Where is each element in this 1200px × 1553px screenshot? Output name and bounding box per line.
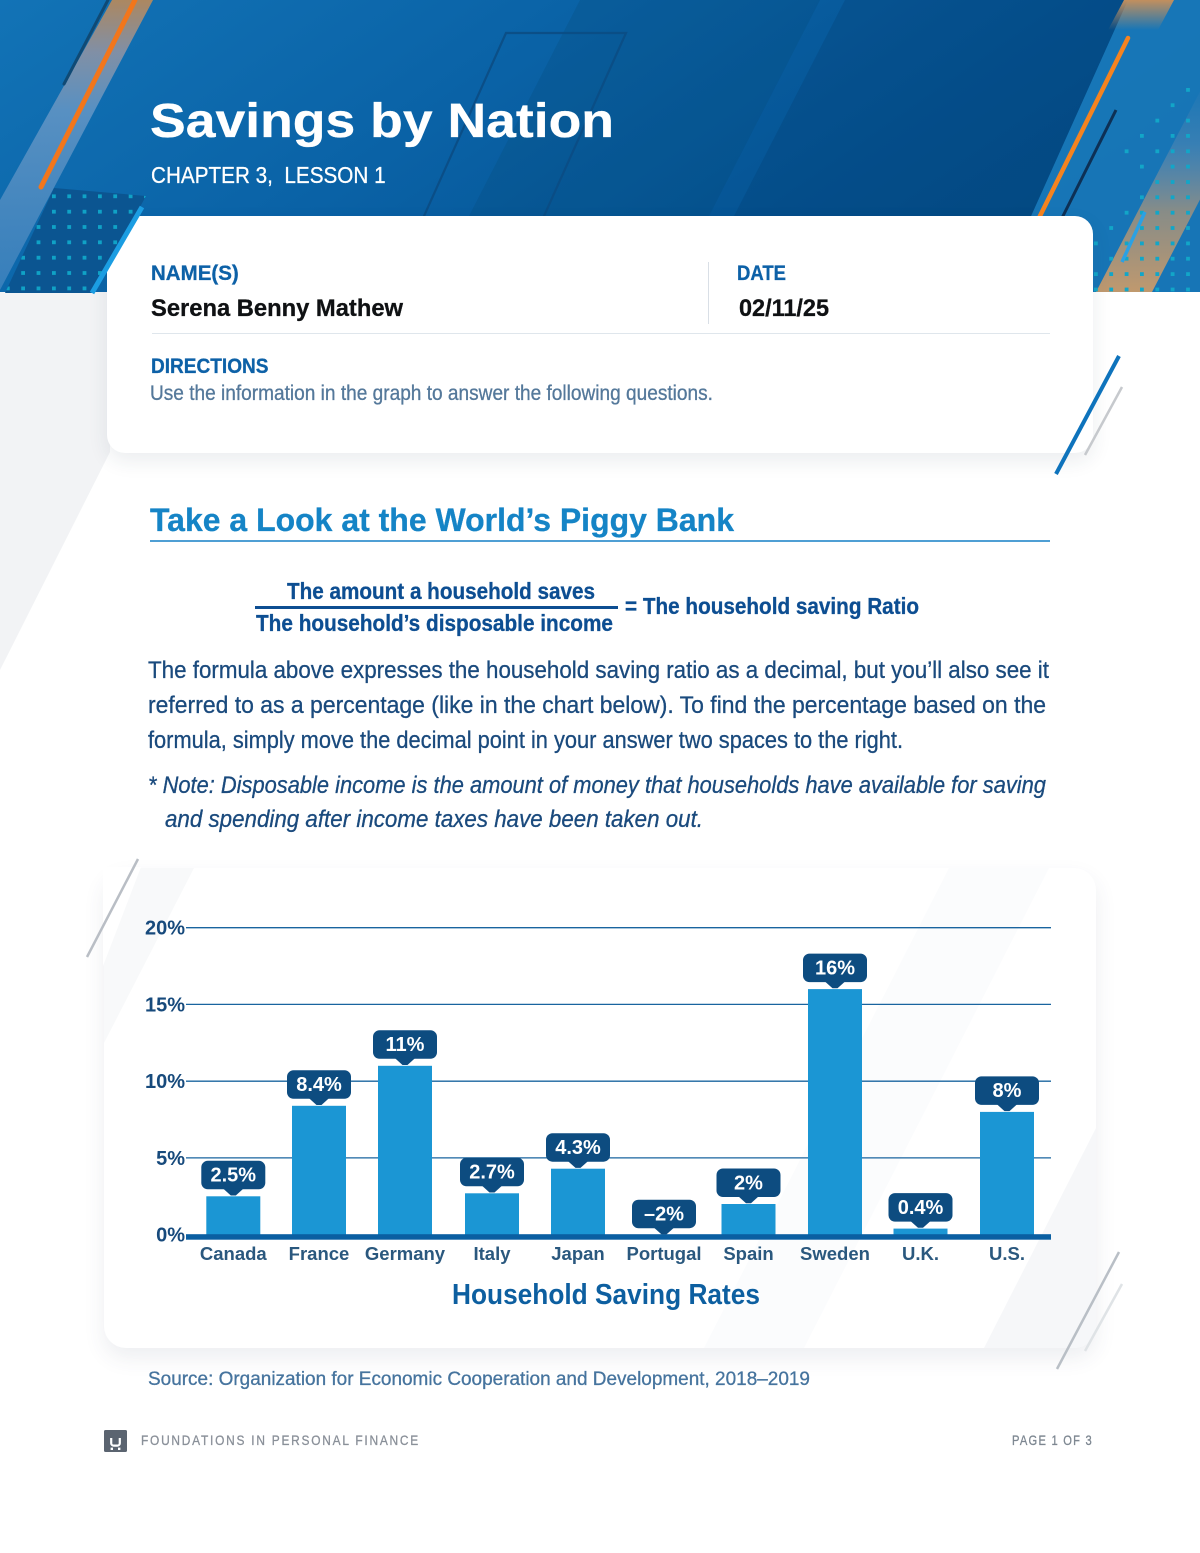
- svg-text:Japan: Japan: [551, 1243, 604, 1264]
- svg-text:Sweden: Sweden: [800, 1243, 870, 1264]
- svg-text:Canada: Canada: [200, 1243, 268, 1264]
- svg-text:–2%: –2%: [644, 1204, 684, 1226]
- svg-text:Portugal: Portugal: [626, 1243, 701, 1264]
- svg-text:0.4%: 0.4%: [898, 1197, 944, 1219]
- svg-text:Germany: Germany: [365, 1243, 446, 1264]
- svg-text:8%: 8%: [993, 1080, 1022, 1102]
- svg-text:0%: 0%: [156, 1225, 185, 1247]
- svg-text:2.5%: 2.5%: [211, 1165, 257, 1187]
- svg-text:U.K.: U.K.: [902, 1243, 939, 1264]
- svg-text:Spain: Spain: [723, 1243, 773, 1264]
- svg-text:5%: 5%: [156, 1148, 185, 1170]
- svg-text:20%: 20%: [145, 918, 185, 940]
- svg-text:2%: 2%: [734, 1172, 763, 1194]
- svg-text:4.3%: 4.3%: [555, 1137, 601, 1159]
- svg-text:2.7%: 2.7%: [469, 1162, 515, 1184]
- svg-text:Household Saving Rates: Household Saving Rates: [452, 1279, 760, 1311]
- svg-text:8.4%: 8.4%: [296, 1074, 342, 1096]
- svg-text:15%: 15%: [145, 994, 185, 1016]
- svg-text:U.S.: U.S.: [989, 1243, 1025, 1264]
- svg-text:Italy: Italy: [473, 1243, 511, 1264]
- svg-text:10%: 10%: [145, 1071, 185, 1093]
- svg-text:16%: 16%: [815, 957, 855, 979]
- svg-text:France: France: [289, 1243, 350, 1264]
- svg-text:11%: 11%: [386, 1034, 425, 1056]
